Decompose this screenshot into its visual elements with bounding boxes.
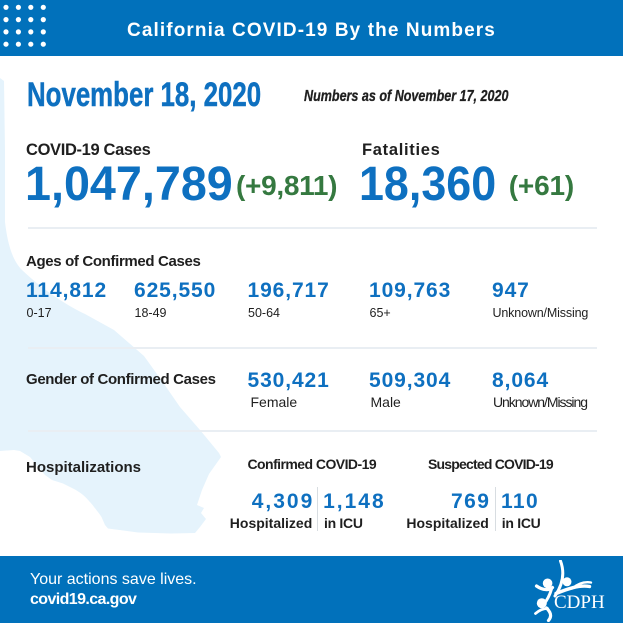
svg-text:CDPH: CDPH — [554, 592, 605, 613]
